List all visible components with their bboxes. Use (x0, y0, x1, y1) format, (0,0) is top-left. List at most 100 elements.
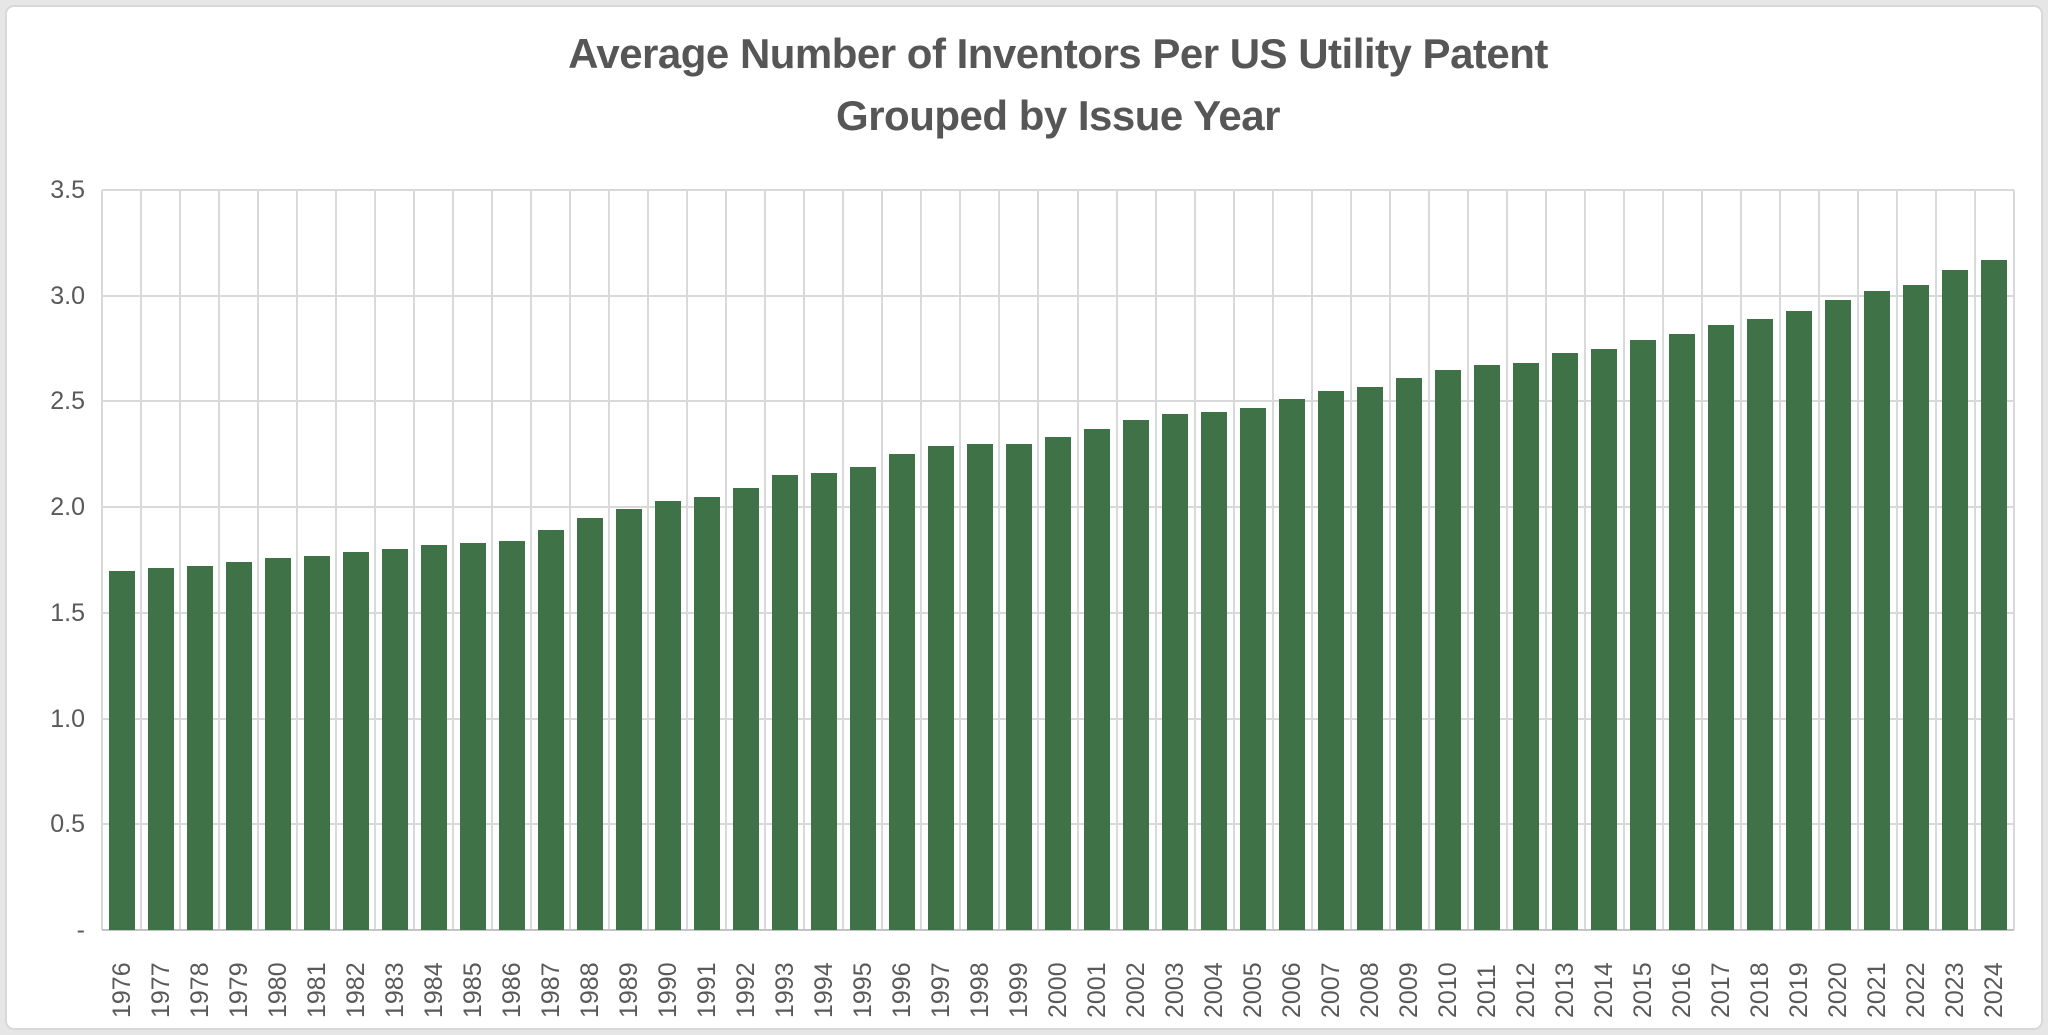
bar-2014 (1591, 349, 1618, 930)
bar-1986 (498, 541, 525, 930)
x-tick-label: 2013 (1551, 940, 1580, 1018)
x-tick-label: 1987 (537, 940, 565, 1018)
x-tick-label: 2005 (1239, 940, 1268, 1018)
y-tick-label: 3.0 (50, 281, 85, 310)
x-tick-label-text: 1994 (809, 962, 838, 1018)
x-tick-label: 2018 (1746, 940, 1775, 1018)
gridline-vertical (1349, 190, 1352, 930)
gridline-vertical (1037, 190, 1040, 930)
x-tick-label: 2007 (1317, 940, 1346, 1018)
bar-2017 (1708, 325, 1735, 930)
x-tick-label-text: 2008 (1356, 962, 1385, 1018)
bar-2004 (1201, 412, 1228, 930)
x-tick-label: 2002 (1122, 940, 1150, 1018)
bar-1991 (693, 497, 720, 930)
bar-1980 (264, 558, 291, 930)
x-tick-label: 1995 (849, 940, 877, 1018)
x-tick-label-text: 2018 (1746, 962, 1775, 1018)
gridline-vertical (1232, 190, 1235, 930)
x-tick-label: 1977 (147, 940, 175, 1018)
bar-1979 (225, 562, 252, 930)
bar-1992 (732, 488, 759, 930)
x-tick-label-text: 1997 (926, 962, 955, 1018)
bar-2020 (1825, 300, 1852, 930)
gridline-vertical (1778, 190, 1781, 930)
x-tick-label: 1976 (108, 940, 136, 1018)
x-tick-label-text: 2013 (1551, 962, 1580, 1018)
x-tick-label-text: 2011 (1473, 964, 1502, 1018)
bar-2009 (1396, 378, 1423, 930)
gridline-vertical (1661, 190, 1664, 930)
bar-1981 (303, 556, 330, 930)
bar-1984 (420, 545, 447, 930)
x-tick-label: 2016 (1668, 940, 1696, 1018)
x-tick-label-text: 1986 (497, 962, 526, 1018)
x-tick-label: 1985 (459, 940, 487, 1018)
chart-frame: Average Number of Inventors Per US Utili… (5, 5, 2043, 1030)
gridline-vertical (1895, 190, 1898, 930)
chart-title: Average Number of Inventors Per US Utili… (102, 23, 2014, 147)
x-tick-label: 1978 (186, 940, 214, 1018)
x-tick-label-text: 2007 (1317, 962, 1346, 1018)
bar-2016 (1669, 334, 1696, 930)
x-tick-label: 2017 (1707, 940, 1735, 1018)
x-tick-label-text: 1990 (653, 962, 682, 1018)
bar-1998 (966, 444, 993, 930)
y-tick-label: 1.0 (50, 704, 85, 733)
x-tick-label: 2022 (1902, 940, 1930, 1018)
bar-2013 (1552, 353, 1579, 930)
bar-2005 (1240, 408, 1267, 930)
gridline-vertical (1115, 190, 1118, 930)
x-tick-label-text: 2005 (1239, 962, 1268, 1018)
x-tick-label: 1993 (770, 940, 799, 1018)
gridline-vertical (101, 190, 103, 930)
x-tick-label: 2024 (1980, 940, 2008, 1018)
gridline-vertical (1466, 190, 1469, 930)
x-tick-label: 2003 (1161, 940, 1190, 1018)
bar-2011 (1474, 365, 1501, 930)
bar-1990 (654, 501, 681, 930)
gridline-vertical (959, 190, 962, 930)
gridline-vertical (686, 190, 689, 930)
gridline-vertical (1739, 190, 1742, 930)
x-tick-label: 2011 (1473, 940, 1502, 1018)
bar-2010 (1435, 370, 1462, 930)
gridline-vertical (764, 190, 767, 930)
gridline-vertical (1076, 190, 1079, 930)
x-tick-label-text: 1996 (887, 962, 916, 1018)
gridline-vertical (1622, 190, 1625, 930)
x-tick-label: 1989 (615, 940, 643, 1018)
gridline-vertical (452, 190, 455, 930)
bar-1988 (576, 518, 603, 930)
x-tick-label-text: 1993 (770, 962, 799, 1018)
y-tick-label: 0.5 (50, 810, 85, 839)
x-tick-label-text: 1999 (1004, 962, 1033, 1018)
bar-2023 (1942, 270, 1969, 930)
x-tick-label: 1999 (1004, 940, 1033, 1018)
gridline-vertical (1310, 190, 1313, 930)
gridline-vertical (1427, 190, 1430, 930)
gridline-vertical (1154, 190, 1157, 930)
gridline-vertical (1583, 190, 1586, 930)
x-tick-label: 1983 (381, 940, 409, 1018)
y-tick-label: 2.5 (50, 387, 85, 416)
gridline-vertical (374, 190, 377, 930)
y-tick-label: 1.5 (50, 598, 85, 627)
chart-title-line1: Average Number of Inventors Per US Utili… (568, 30, 1548, 77)
gridline-vertical (413, 190, 416, 930)
x-tick-label-text: 1998 (965, 962, 994, 1018)
y-tick-label: 3.5 (50, 176, 85, 204)
x-tick-label: 1979 (225, 940, 253, 1018)
gridline-horizontal (102, 189, 2014, 191)
x-tick-label-text: 2021 (1863, 962, 1892, 1018)
gridline-vertical (257, 190, 260, 930)
gridline-vertical (140, 190, 143, 930)
x-tick-label-text: 2000 (1044, 962, 1072, 1018)
gridline-vertical (569, 190, 572, 930)
gridline-vertical (725, 190, 728, 930)
bar-1995 (849, 467, 876, 930)
x-tick-label-text: 1981 (302, 962, 331, 1018)
x-tick-label: 1988 (576, 940, 604, 1018)
x-tick-label-text: 2003 (1161, 962, 1190, 1018)
x-tick-label-text: 2020 (1824, 962, 1853, 1018)
